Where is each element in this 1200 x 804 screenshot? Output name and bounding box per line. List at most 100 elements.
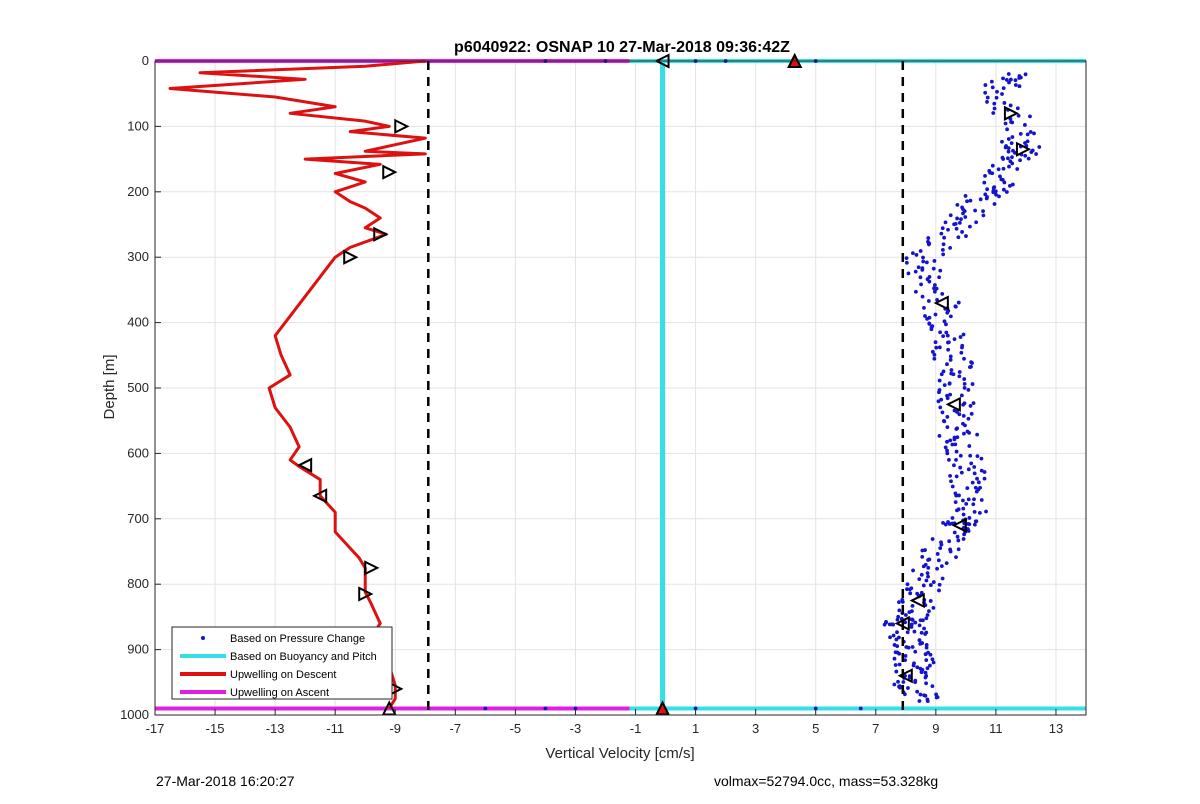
- pressure-point: [921, 259, 926, 264]
- x-tick-label: -15: [206, 721, 225, 736]
- pressure-point: [932, 286, 936, 291]
- y-tick-label: 0: [142, 53, 149, 68]
- pressure-point: [964, 234, 968, 238]
- pressure-point: [948, 473, 952, 478]
- pressure-point: [954, 449, 959, 454]
- pressure-point: [943, 445, 948, 450]
- pressure-point: [954, 555, 958, 560]
- pressure-point: [975, 432, 980, 437]
- pressure-point: [976, 480, 981, 485]
- triangle-marker: [381, 700, 397, 716]
- pressure-point: [1015, 167, 1020, 171]
- pressure-point: [936, 399, 941, 404]
- x-tick-label: 13: [1049, 721, 1063, 736]
- y-tick-label: 500: [127, 380, 149, 395]
- pressure-point: [953, 304, 958, 309]
- pressure-point: [1013, 83, 1018, 87]
- triangle-marker: [358, 586, 374, 602]
- pressure-point: [932, 352, 937, 357]
- pressure-point: [998, 174, 1002, 179]
- pressure-point: [1010, 155, 1014, 160]
- pressure-point: [942, 383, 947, 388]
- x-tick-label: 7: [872, 721, 879, 736]
- pressure-point: [941, 334, 946, 339]
- pressure-point: [921, 564, 926, 569]
- pressure-point: [946, 227, 950, 232]
- pressure-point: [957, 374, 962, 379]
- pressure-point: [979, 456, 984, 461]
- x-tick-label: 9: [932, 721, 939, 736]
- pressure-point: [929, 327, 934, 332]
- pressure-point: [937, 345, 942, 350]
- pressure-point: [960, 345, 964, 350]
- pressure-point: [964, 501, 969, 506]
- pressure-point: [968, 224, 972, 229]
- pressure-point: [972, 471, 977, 476]
- pressure-point: [915, 665, 920, 670]
- pressure-point: [1007, 183, 1012, 188]
- pressure-point: [966, 388, 971, 392]
- triangle-marker: [951, 517, 967, 533]
- pressure-point: [968, 198, 973, 203]
- pressure-point: [911, 663, 916, 668]
- pressure-point: [991, 190, 996, 195]
- pressure-point: [913, 649, 918, 654]
- pressure-point: [947, 539, 952, 544]
- pressure-point: [939, 372, 944, 377]
- pressure-point: [930, 537, 935, 541]
- pressure-point: [940, 576, 945, 581]
- pressure-point: [917, 577, 922, 582]
- pressure-point: [917, 638, 922, 643]
- pressure-point: [923, 652, 928, 657]
- pressure-point: [926, 236, 931, 240]
- pressure-point: [919, 630, 924, 635]
- triangle-marker: [373, 226, 389, 242]
- chart-title: p6040922: OSNAP 10 27-Mar-2018 09:36:42Z: [454, 39, 790, 56]
- pressure-point: [943, 220, 948, 225]
- pressure-point: [905, 630, 910, 635]
- pressure-point: [906, 271, 911, 276]
- pressure-point: [922, 693, 927, 698]
- pressure-point: [987, 169, 992, 173]
- pressure-point: [895, 617, 900, 622]
- pressure-point: [918, 249, 923, 253]
- y-tick-label: 900: [127, 642, 149, 657]
- pressure-point: [920, 554, 925, 559]
- pressure-point: [953, 500, 958, 505]
- pressure-point: [966, 467, 971, 472]
- pressure-point: [1023, 141, 1027, 145]
- pressure-point: [898, 685, 902, 690]
- pressure-point: [965, 486, 970, 491]
- timestamp-footer: 27-Mar-2018 16:20:27: [156, 773, 295, 789]
- pressure-point: [990, 163, 995, 168]
- pressure-point: [931, 605, 936, 610]
- pressure-point: [937, 433, 942, 438]
- pressure-point: [930, 657, 935, 662]
- pressure-point: [996, 167, 1001, 172]
- pressure-point: [975, 454, 980, 459]
- pressure-point: [932, 259, 937, 263]
- pressure-point: [1005, 127, 1010, 132]
- pressure-point: [1001, 157, 1006, 161]
- pressure-point: [1006, 146, 1011, 151]
- pressure-point: [937, 275, 942, 280]
- pressure-point: [990, 85, 995, 90]
- pressure-point: [1028, 130, 1033, 134]
- pressure-point: [924, 681, 929, 686]
- y-tick-label: 200: [127, 184, 149, 199]
- pressure-point: [939, 564, 944, 569]
- pressure-point: [909, 625, 914, 629]
- pressure-point: [1018, 158, 1022, 163]
- pressure-point: [926, 558, 930, 562]
- pressure-point: [888, 635, 892, 640]
- pressure-point: [1008, 103, 1013, 108]
- pressure-point: [910, 617, 915, 622]
- pressure-point: [923, 632, 928, 636]
- pressure-point: [982, 470, 987, 474]
- pressure-point: [1010, 182, 1015, 187]
- markers: [296, 52, 1032, 716]
- pressure-point: [983, 90, 988, 95]
- pressure-point: [983, 83, 988, 87]
- pressure-point: [910, 609, 914, 614]
